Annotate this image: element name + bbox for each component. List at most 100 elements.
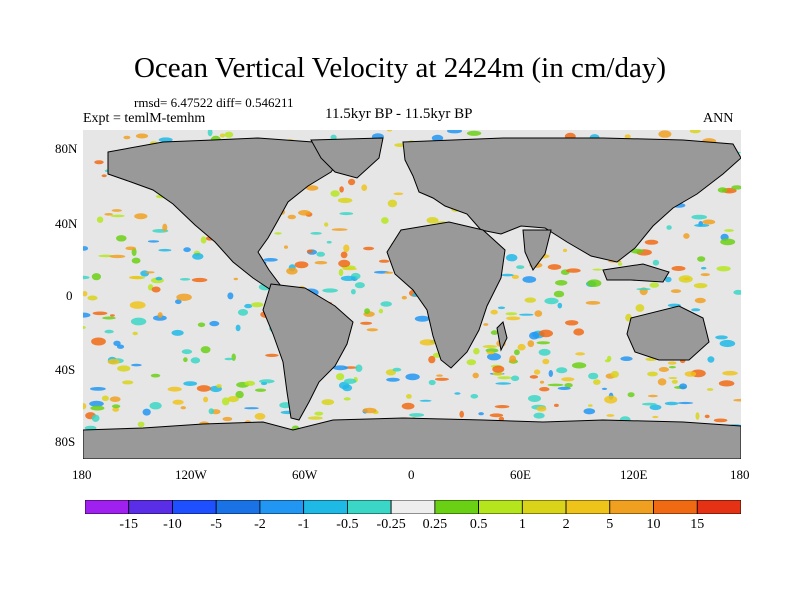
velocity-patch [224,357,234,361]
velocity-patch [514,349,520,356]
velocity-patch [679,383,688,390]
velocity-patch [175,299,182,305]
velocity-patch [131,363,142,367]
velocity-patch [129,301,146,309]
velocity-patch [536,341,550,345]
velocity-patch [90,387,106,391]
lon-tick-180e: 180 [730,467,750,482]
velocity-patch [511,274,519,279]
velocity-patch [539,387,550,392]
velocity-patch [700,273,710,277]
velocity-patch [200,236,207,244]
colorbar-swatch [521,500,567,514]
velocity-patch [649,282,660,288]
velocity-patch [181,349,193,355]
velocity-patch [695,412,700,420]
velocity-patch [142,408,151,416]
colorbar-label: 5 [606,517,614,532]
velocity-patch [330,190,340,197]
velocity-patch [702,219,716,225]
velocity-patch [83,403,87,410]
velocity-patch [505,312,518,316]
lon-tick-120w: 120W [175,467,207,482]
colorbar-swatch [565,500,611,514]
velocity-patch [222,416,233,422]
velocity-patch [434,377,449,381]
velocity-patch [689,130,701,134]
velocity-patch [538,348,551,356]
velocity-patch [83,275,90,280]
lat-tick-80n: 80N [55,141,78,156]
velocity-patch [556,367,568,374]
colorbar-label: -0.5 [336,517,359,532]
lon-tick-120e: 120E [620,467,648,482]
colorbar-label: -5 [210,517,223,532]
velocity-patch [547,383,564,387]
velocity-patch [401,402,415,410]
velocity-patch [593,379,601,385]
velocity-patch [497,376,512,380]
velocity-patch [111,404,121,409]
velocity-patch [528,395,541,402]
colorbar-label: 10 [646,517,661,532]
velocity-patch [509,355,517,363]
velocity-patch [684,371,697,377]
velocity-patch [231,353,236,361]
south-america [262,283,354,421]
velocity-patch [207,130,213,137]
velocity-patch [604,359,611,363]
velocity-patch [125,246,136,251]
velocity-patch [83,246,89,251]
velocity-patch [601,387,608,390]
season-label: ANN [703,111,734,126]
velocity-patch [192,253,204,260]
velocity-patch [482,345,498,348]
velocity-patch [636,288,651,291]
velocity-patch [694,223,710,227]
velocity-patch [731,185,741,190]
velocity-patch [147,240,160,243]
velocity-patch [426,217,439,224]
colorbar-swatch [434,500,480,514]
velocity-patch [478,412,484,416]
velocity-patch [145,271,155,274]
velocity-patch [274,232,282,235]
velocity-patch [176,293,192,301]
velocity-patch [668,366,676,369]
velocity-patch [707,356,715,363]
velocity-patch [704,414,710,419]
velocity-patch [132,331,138,336]
velocity-patch [314,411,324,416]
velocity-patch [384,271,394,274]
velocity-patch [87,295,98,301]
velocity-patch [326,240,332,244]
velocity-patch [131,257,141,264]
colorbar-swatch [85,500,130,514]
velocity-patch [251,302,264,308]
velocity-patch [606,414,615,417]
velocity-patch [627,392,635,398]
velocity-patch [644,239,659,245]
velocity-patch [158,248,172,252]
velocity-patch [562,248,568,253]
colorbar-swatch [609,500,654,514]
velocity-patch [332,365,348,371]
velocity-patch [89,400,104,407]
colorbar-swatch [259,500,305,514]
velocity-patch [227,396,239,403]
velocity-patch [506,316,521,321]
velocity-patch [149,402,162,410]
velocity-patch [529,331,540,340]
velocity-patch [310,232,322,235]
velocity-patch [155,276,163,281]
velocity-patch [565,320,579,326]
velocity-patch [191,277,208,283]
velocity-patch [497,306,506,310]
velocity-patch [200,346,211,354]
velocity-patch [221,397,230,406]
velocity-patch [677,401,694,405]
velocity-patch [516,265,525,269]
velocity-patch [624,134,631,139]
velocity-patch [501,273,514,277]
velocity-patch [486,351,495,355]
